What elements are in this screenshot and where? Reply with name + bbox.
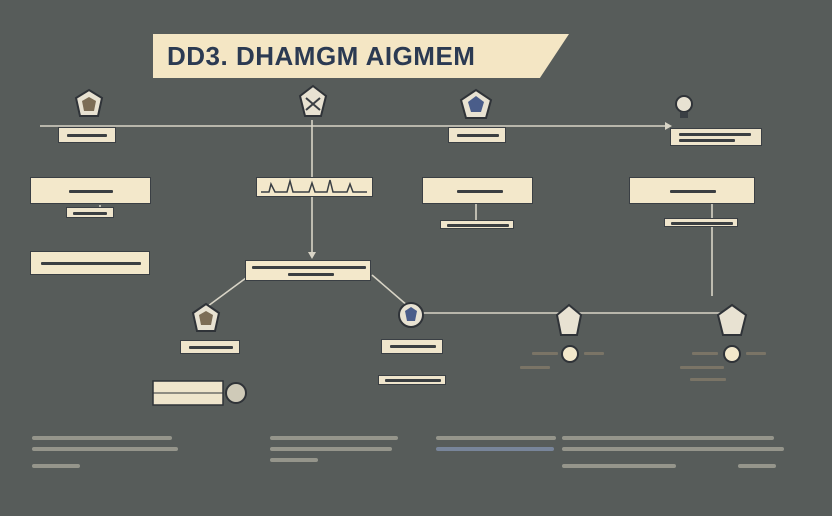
diagram-title: DD3. DHAMGM AIGMEM — [167, 40, 476, 71]
node-label-box — [381, 339, 443, 354]
gear-node-icon — [716, 303, 748, 336]
gear-node-icon — [555, 303, 583, 336]
node-label-box — [440, 220, 514, 229]
process-box — [629, 177, 755, 204]
bulb-node-icon — [675, 95, 693, 118]
bulb-node-icon — [723, 345, 741, 363]
shield-node-icon — [74, 88, 104, 117]
shield-node-icon — [398, 302, 424, 328]
center-arrowhead — [308, 252, 316, 259]
process-box — [422, 177, 533, 204]
shield-node-icon — [191, 302, 221, 332]
node-label-box — [180, 340, 240, 354]
node-label-box — [670, 128, 762, 146]
shield-node-icon — [298, 84, 328, 117]
process-box — [30, 251, 150, 275]
node-label-box — [58, 127, 116, 143]
node-label-box — [66, 207, 114, 218]
top-arrowhead — [665, 122, 672, 130]
merge-box — [245, 260, 371, 281]
bulb-node-icon — [561, 345, 579, 363]
branch-left-connector — [207, 274, 251, 307]
process-box — [256, 177, 373, 197]
node-label-box — [378, 375, 446, 385]
node-label-box — [448, 127, 506, 143]
node-label-box — [664, 218, 738, 227]
shield-node-icon — [459, 88, 493, 119]
branch-right-connector — [371, 274, 409, 307]
waveform-icon — [261, 178, 367, 193]
process-box — [30, 177, 151, 204]
server-icon — [152, 380, 247, 406]
title-banner: DD3. DHAMGM AIGMEM — [153, 34, 569, 78]
